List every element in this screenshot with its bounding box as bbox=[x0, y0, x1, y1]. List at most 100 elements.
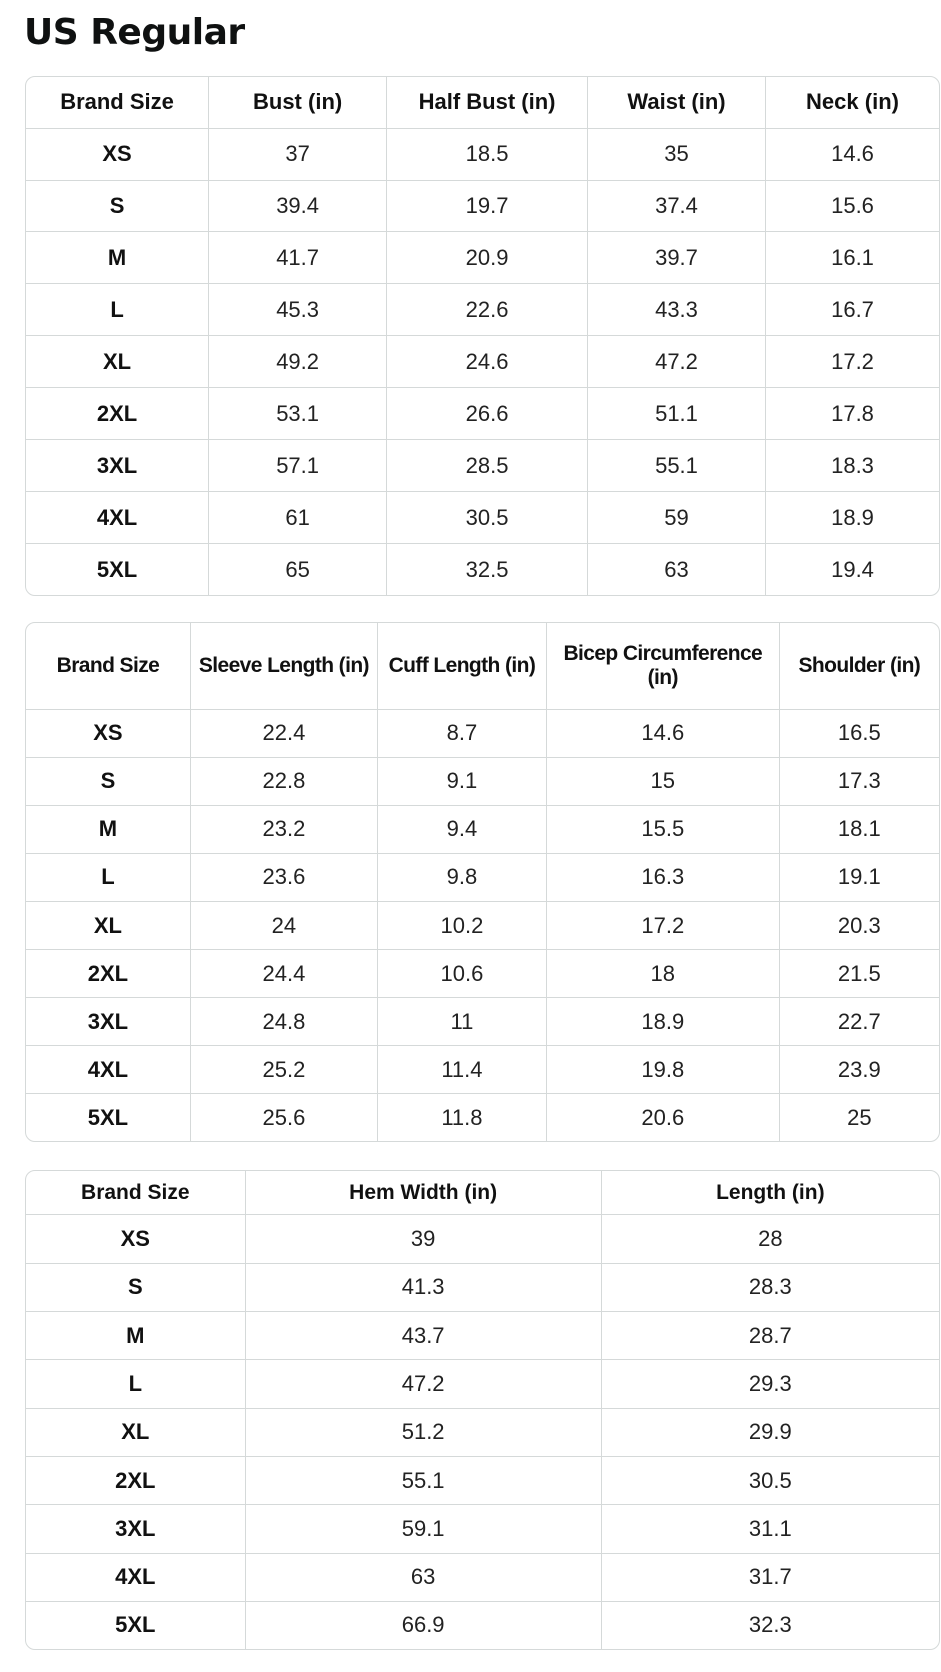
measurement-cell: 28 bbox=[601, 1214, 939, 1264]
measurement-cell: 47.2 bbox=[245, 1359, 602, 1409]
column-header-half-bust: Half Bust (in) bbox=[386, 77, 588, 129]
column-header-brand-size: Brand Size bbox=[26, 1171, 246, 1216]
measurement-cell: 17.8 bbox=[765, 387, 939, 441]
brand-size-cell: 4XL bbox=[26, 491, 210, 545]
measurement-cell: 18.9 bbox=[765, 491, 939, 545]
measurement-cell: 14.6 bbox=[765, 128, 939, 181]
measurement-cell: 51.1 bbox=[587, 387, 767, 441]
brand-size-cell: 3XL bbox=[26, 997, 191, 1047]
size-table: Brand Size Sleeve Length (in) Cuff Length … bbox=[26, 623, 939, 1141]
table-row: 4XL 25.2 11.4 19.8 23.9 bbox=[26, 1045, 939, 1095]
measurement-cell: 41.3 bbox=[245, 1263, 602, 1313]
table-row: 3XL 59.1 31.1 bbox=[26, 1504, 939, 1554]
measurement-cell: 16.5 bbox=[779, 709, 939, 758]
column-header-cuff-length: Cuff Length (in) bbox=[377, 623, 547, 710]
column-header-bust: Bust (in) bbox=[208, 77, 388, 129]
measurement-cell: 9.8 bbox=[377, 853, 547, 903]
brand-size-cell: XS bbox=[26, 709, 191, 758]
brand-size-cell: M bbox=[26, 1311, 246, 1361]
table-row: XS 22.4 8.7 14.6 16.5 bbox=[26, 709, 939, 758]
measurement-cell: 17.3 bbox=[779, 757, 939, 806]
measurement-cell: 16.3 bbox=[546, 853, 780, 903]
brand-size-cell: L bbox=[26, 853, 191, 903]
measurement-cell: 22.8 bbox=[190, 757, 378, 806]
brand-size-cell: 4XL bbox=[26, 1045, 191, 1095]
measurement-cell: 32.5 bbox=[386, 543, 588, 595]
table-row: M 41.7 20.9 39.7 16.1 bbox=[26, 231, 939, 285]
measurement-cell: 16.7 bbox=[765, 283, 939, 337]
brand-size-cell: L bbox=[26, 283, 210, 337]
brand-size-cell: 3XL bbox=[26, 439, 210, 493]
table-row: XS 39 28 bbox=[26, 1214, 939, 1264]
measurement-cell: 10.6 bbox=[377, 949, 547, 999]
measurement-cell: 43.3 bbox=[587, 283, 767, 337]
measurement-cell: 30.5 bbox=[601, 1456, 939, 1506]
measurement-cell: 18.3 bbox=[765, 439, 939, 493]
table-row: M 23.2 9.4 15.5 18.1 bbox=[26, 805, 939, 854]
measurement-cell: 63 bbox=[587, 543, 767, 595]
table-row: L 23.6 9.8 16.3 19.1 bbox=[26, 853, 939, 903]
measurement-cell: 37 bbox=[208, 128, 388, 181]
measurement-cell: 28.7 bbox=[601, 1311, 939, 1361]
brand-size-cell: XL bbox=[26, 1408, 246, 1458]
table-row: 3XL 57.1 28.5 55.1 18.3 bbox=[26, 439, 939, 493]
measurement-cell: 23.6 bbox=[190, 853, 378, 903]
measurement-cell: 31.7 bbox=[601, 1553, 939, 1602]
measurement-cell: 26.6 bbox=[386, 387, 588, 441]
measurement-cell: 20.6 bbox=[546, 1093, 780, 1141]
measurement-cell: 25 bbox=[847, 1104, 872, 1130]
measurement-cell: 9.4 bbox=[377, 805, 547, 854]
brand-size-cell: XL bbox=[26, 335, 210, 389]
column-header-shoulder: Shoulder (in) bbox=[779, 623, 939, 710]
measurement-cell: 59 bbox=[587, 491, 767, 545]
measurement-cell: 39.7 bbox=[587, 231, 767, 285]
column-header-neck: Neck (in) bbox=[765, 77, 939, 129]
measurement-cell: 18 bbox=[546, 949, 780, 999]
measurement-cell: 18.9 bbox=[546, 997, 780, 1047]
measurement-cell: 11.8 bbox=[377, 1093, 547, 1141]
brand-size-cell: S bbox=[26, 757, 191, 806]
column-header-length: Length (in) bbox=[601, 1171, 939, 1216]
column-header-brand-size: Brand Size bbox=[26, 623, 191, 710]
column-header-waist: Waist (in) bbox=[587, 77, 767, 129]
measurement-cell: 20.9 bbox=[386, 231, 588, 285]
table-row: XL 51.2 29.9 bbox=[26, 1408, 939, 1458]
measurement-cell: 23.2 bbox=[190, 805, 378, 854]
measurement-cell: 17.2 bbox=[765, 335, 939, 389]
measurement-cell: 35 bbox=[587, 128, 767, 181]
measurement-cell: 22.6 bbox=[386, 283, 588, 337]
brand-size-cell: S bbox=[26, 180, 210, 233]
measurement-cell: 45.3 bbox=[208, 283, 388, 337]
brand-size-cell: 5XL bbox=[26, 1093, 191, 1141]
measurement-cell: 19.4 bbox=[831, 556, 874, 582]
measurement-cell: 19.7 bbox=[386, 180, 588, 233]
measurement-cell: 49.2 bbox=[208, 335, 388, 389]
measurement-cell: 21.5 bbox=[779, 949, 939, 999]
table-header-row: Brand Size Bust (in) Half Bust (in) Waist (… bbox=[26, 77, 939, 129]
measurement-cell: 22.4 bbox=[190, 709, 378, 758]
size-table-body-measurements: Brand Size Bust (in) Half Bust (in) Waist (… bbox=[25, 76, 940, 596]
table-row: 4XL 61 30.5 59 18.9 bbox=[26, 491, 939, 545]
measurement-cell: 18.1 bbox=[779, 805, 939, 854]
measurement-cell: 9.1 bbox=[377, 757, 547, 806]
brand-size-cell: 2XL bbox=[26, 949, 191, 999]
brand-size-cell: 2XL bbox=[26, 1456, 246, 1506]
measurement-cell: 51.2 bbox=[245, 1408, 602, 1458]
measurement-cell: 20.3 bbox=[779, 901, 939, 951]
table-row: 5XL 25.6 11.8 20.6 25 bbox=[26, 1093, 939, 1141]
measurement-cell: 59.1 bbox=[245, 1504, 602, 1554]
measurement-cell: 17.2 bbox=[546, 901, 780, 951]
table-row: XL 49.2 24.6 47.2 17.2 bbox=[26, 335, 939, 389]
brand-size-cell: 5XL bbox=[26, 543, 210, 595]
brand-size-cell: S bbox=[26, 1263, 246, 1313]
brand-size-cell: 5XL bbox=[26, 1601, 246, 1649]
measurement-cell: 15.6 bbox=[765, 180, 939, 233]
measurement-cell: 39.4 bbox=[208, 180, 388, 233]
size-table: Brand Size Bust (in) Half Bust (in) Waist (… bbox=[26, 77, 939, 595]
table-row: L 47.2 29.3 bbox=[26, 1359, 939, 1409]
measurement-cell: 25.2 bbox=[190, 1045, 378, 1095]
table-header-row: Brand Size Hem Width (in) Length (in) bbox=[26, 1171, 939, 1216]
measurement-cell: 14.6 bbox=[546, 709, 780, 758]
brand-size-cell: 3XL bbox=[26, 1504, 246, 1554]
brand-size-cell: L bbox=[26, 1359, 246, 1409]
